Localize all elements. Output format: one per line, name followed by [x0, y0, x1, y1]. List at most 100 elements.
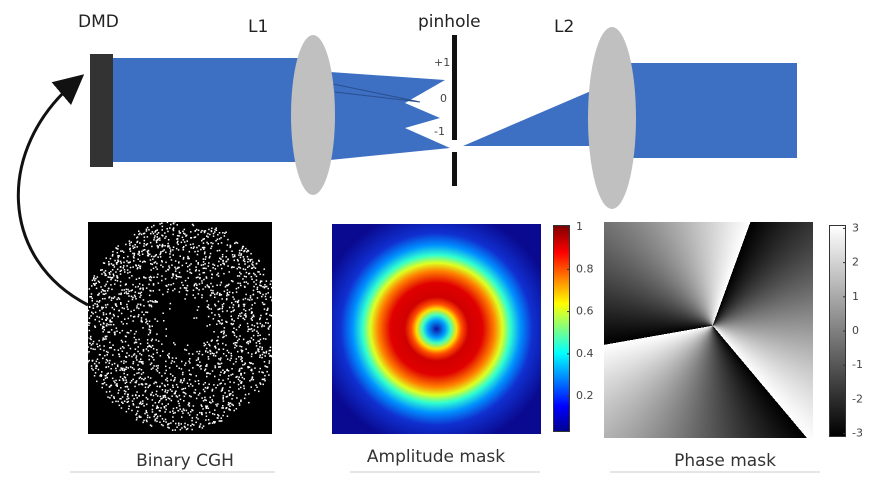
speckle: [142, 422, 144, 424]
speckle: [197, 277, 199, 279]
speckle: [259, 371, 261, 373]
speckle: [217, 385, 219, 387]
speckle: [184, 241, 186, 243]
speckle: [150, 259, 152, 261]
speckle: [149, 385, 151, 387]
speckle: [268, 334, 270, 336]
speckle: [272, 355, 274, 357]
speckle: [153, 268, 155, 270]
speckle: [138, 346, 140, 348]
speckle: [196, 398, 198, 400]
speckle: [120, 250, 122, 252]
speckle: [242, 364, 244, 366]
speckle: [148, 253, 150, 255]
speckle: [134, 342, 136, 344]
speckle: [251, 268, 253, 270]
speckle: [160, 398, 162, 400]
speckle: [179, 405, 181, 407]
speckle: [201, 282, 203, 284]
speckle: [241, 357, 243, 359]
speckle: [105, 304, 107, 306]
speckle: [172, 360, 174, 362]
speckle: [249, 273, 251, 275]
speckle: [257, 326, 259, 328]
speckle: [179, 230, 181, 232]
speckle: [229, 381, 231, 383]
speckle: [244, 398, 246, 400]
speckle: [150, 233, 152, 235]
speckle: [210, 290, 212, 292]
speckle: [230, 374, 232, 376]
speckle: [172, 385, 174, 387]
speckle: [165, 389, 167, 391]
speckle: [201, 297, 203, 299]
speckle: [106, 323, 108, 325]
speckle: [112, 269, 114, 271]
speckle: [172, 375, 174, 377]
speckle: [249, 329, 251, 331]
speckle: [209, 256, 211, 258]
speckle: [216, 227, 218, 229]
speckle: [268, 292, 270, 294]
speckle: [82, 321, 84, 323]
speckle: [262, 324, 264, 326]
speckle: [132, 395, 134, 397]
speckle: [122, 351, 124, 353]
speckle: [227, 285, 229, 287]
speckle: [136, 265, 138, 267]
speckle: [97, 346, 99, 348]
speckle: [189, 265, 191, 267]
speckle: [108, 288, 110, 290]
speckle: [165, 262, 167, 264]
speckle: [172, 416, 174, 418]
colorbar-tick-label: 1: [852, 290, 859, 303]
speckle: [216, 274, 218, 276]
speckle: [247, 331, 249, 333]
speckle: [277, 330, 279, 332]
speckle: [142, 254, 144, 256]
speckle: [159, 400, 161, 402]
speckle: [111, 321, 113, 323]
speckle: [222, 260, 224, 262]
speckle: [187, 424, 189, 426]
speckle: [268, 353, 270, 355]
speckle: [215, 355, 217, 357]
speckle: [147, 415, 149, 417]
speckle: [185, 245, 187, 247]
speckle: [243, 256, 245, 258]
speckle: [207, 352, 209, 354]
speckle: [141, 234, 143, 236]
speckle: [143, 349, 145, 351]
speckle: [251, 356, 253, 358]
speckle: [120, 387, 122, 389]
speckle: [245, 315, 247, 317]
speckle: [243, 258, 245, 260]
speckle: [250, 297, 252, 299]
speckle: [276, 324, 278, 326]
speckle: [219, 383, 221, 385]
speckle: [264, 268, 266, 270]
speckle: [191, 420, 193, 422]
speckle: [159, 244, 161, 246]
speckle: [192, 424, 194, 426]
speckle: [206, 416, 208, 418]
speckle: [246, 251, 248, 253]
speckle: [123, 362, 125, 364]
speckle: [167, 380, 169, 382]
speckle: [185, 388, 187, 390]
speckle: [152, 326, 154, 328]
speckle: [217, 250, 219, 252]
speckle: [244, 388, 246, 390]
speckle: [108, 276, 110, 278]
speckle: [178, 423, 180, 425]
speckle: [210, 283, 212, 285]
speckle: [122, 346, 124, 348]
speckle: [250, 363, 252, 365]
speckle: [157, 256, 159, 258]
speckle: [145, 322, 147, 324]
speckle: [201, 412, 203, 414]
speckle: [136, 407, 138, 409]
speckle: [221, 331, 223, 333]
speckle: [148, 334, 150, 336]
speckle: [231, 311, 233, 313]
